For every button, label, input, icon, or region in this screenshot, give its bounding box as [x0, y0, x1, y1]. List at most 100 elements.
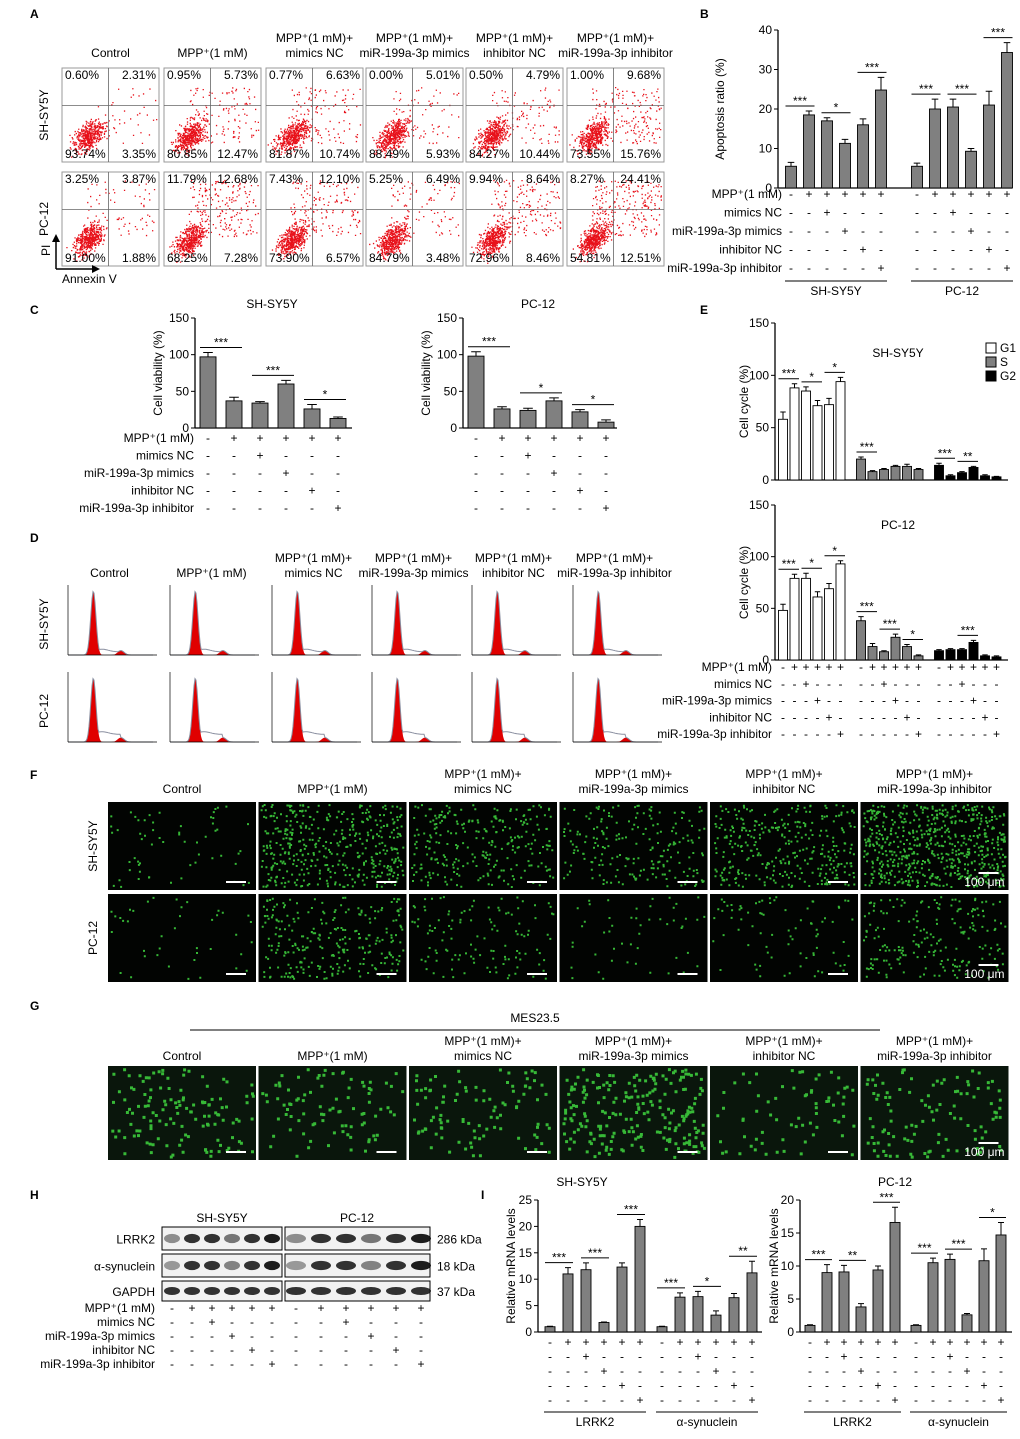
treatment-sign: +	[334, 501, 341, 515]
bar	[789, 387, 800, 481]
treatment-sign: -	[931, 1379, 935, 1393]
condition-header: mimics NC	[285, 566, 343, 580]
treatment-sign: -	[808, 1350, 812, 1364]
treatment-sign: -	[949, 677, 953, 691]
treatment-label: MPP⁺(1 mM)	[702, 660, 772, 674]
treatment-sign: +	[823, 1335, 830, 1349]
treatment-sign: -	[825, 1379, 829, 1393]
histogram-fill	[472, 591, 557, 655]
y-tick-label: 100	[749, 368, 769, 382]
bar	[968, 466, 979, 481]
stained-cells	[111, 1068, 255, 1159]
significance-label: *	[832, 360, 837, 374]
treatment-sign: +	[256, 449, 263, 463]
cell-line-header: MES23.5	[510, 1011, 560, 1025]
histogram-outline	[472, 677, 557, 743]
treatment-sign: -	[1005, 243, 1009, 257]
error-bar	[281, 379, 291, 384]
treatment-sign: -	[250, 1315, 254, 1329]
treatment-sign: -	[1005, 224, 1009, 238]
quadrant-percent: 12.10%	[319, 172, 360, 186]
histogram-fill	[272, 591, 357, 655]
error-bar	[931, 98, 939, 109]
treatment-sign: -	[804, 694, 808, 708]
bar	[692, 1296, 704, 1333]
quadrant-percent: 81.87%	[269, 147, 310, 161]
treatment-sign: -	[894, 710, 898, 724]
error-bar	[982, 654, 988, 656]
treatment-sign: -	[232, 501, 236, 515]
y-tick-label: 50	[756, 601, 770, 615]
treatment-sign: -	[1005, 206, 1009, 220]
treatment-sign: -	[336, 466, 340, 480]
treatment-label: miR-199a-3p inhibitor	[657, 727, 772, 741]
condition-header: MPP⁺(1 mM)	[176, 566, 246, 580]
treatment-sign: +	[970, 694, 977, 708]
treatment-sign: -	[638, 1379, 642, 1393]
quadrant-percent: 8.46%	[526, 251, 560, 265]
treatment-sign: -	[232, 466, 236, 480]
micrograph	[108, 1066, 256, 1160]
error-bar	[203, 351, 213, 357]
treatment-label: miR-199a-3p inhibitor	[40, 1357, 155, 1371]
treatment-sign: -	[584, 1364, 588, 1378]
blot-band	[336, 1233, 356, 1244]
treatment-sign: -	[548, 1379, 552, 1393]
y-tick-label: 40	[759, 23, 773, 37]
y-axis-label: Apoptosis ratio (%)	[713, 58, 727, 159]
treatment-sign: -	[602, 1379, 606, 1393]
treatment-sign: -	[604, 484, 608, 498]
bar	[957, 472, 967, 481]
blot-header: SH-SY5Y	[196, 1211, 247, 1225]
condition-header: MPP⁺(1 mM)	[297, 1049, 367, 1063]
bar	[961, 1314, 973, 1333]
error-bar	[471, 351, 481, 357]
treatment-label: miR-199a-3p mimics	[45, 1329, 155, 1343]
treatment-sign: -	[190, 1357, 194, 1371]
histogram-fill	[170, 591, 255, 655]
bar	[544, 1326, 556, 1333]
bar	[835, 381, 846, 481]
y-tick-label: 20	[519, 1219, 533, 1233]
treatment-sign: +	[946, 1350, 953, 1364]
treatment-sign: +	[582, 1350, 589, 1364]
error-bar	[859, 118, 867, 125]
histogram-fill	[372, 678, 457, 742]
condition-header: mimics NC	[454, 782, 512, 796]
protein-label: α-synuclein	[94, 1260, 155, 1274]
treatment-label: miR-199a-3p inhibitor	[79, 501, 194, 515]
bar	[562, 1273, 574, 1333]
treatment-sign: -	[781, 710, 785, 724]
condition-header: MPP⁺(1 mM)+	[896, 1034, 973, 1048]
quadrant-percent: 4.79%	[526, 68, 560, 82]
error-bar	[930, 1257, 936, 1263]
significance-label: **	[738, 1244, 748, 1258]
bar	[929, 108, 941, 189]
bar	[801, 390, 811, 481]
treatment-sign: -	[678, 1393, 682, 1407]
error-bar	[583, 1262, 589, 1270]
y-axis-label: Cell cycle (%)	[737, 365, 751, 438]
error-bar	[523, 407, 533, 411]
error-bar	[858, 1303, 864, 1307]
treatment-sign: +	[1003, 261, 1010, 275]
treatment-sign: +	[931, 187, 938, 201]
axis-label: PI	[39, 245, 53, 256]
bar	[467, 355, 485, 429]
treatment-sign: +	[825, 660, 832, 674]
treatment-sign: -	[917, 710, 921, 724]
blot-band	[244, 1260, 260, 1271]
bar	[598, 1322, 610, 1333]
bar	[867, 471, 878, 481]
blot-band	[286, 1233, 306, 1244]
treatment-sign: -	[620, 1393, 624, 1407]
treatment-sign: -	[914, 1364, 918, 1378]
bar	[867, 646, 878, 661]
error-bar	[837, 376, 844, 382]
panel-label: B	[700, 7, 709, 21]
error-bar	[970, 639, 977, 643]
condition-header: MPP⁺(1 mM)+	[444, 1034, 521, 1048]
treatment-sign: -	[732, 1393, 736, 1407]
treatment-sign: -	[552, 484, 556, 498]
treatment-sign: +	[282, 466, 289, 480]
